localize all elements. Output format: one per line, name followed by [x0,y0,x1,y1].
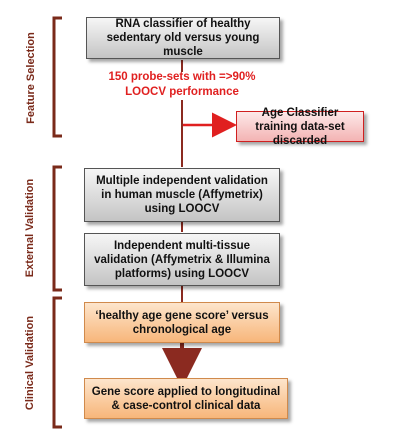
gene-score-applied-box: Gene score applied to longitudinal & cas… [84,378,288,419]
bracket-clinical-validation [52,296,62,429]
bracket-feature-selection [52,16,62,138]
age-classifier-discarded-box: Age Classifier training data-set discard… [236,107,364,147]
multi-tissue-validation-box: Independent multi-tissue validation (Aff… [84,233,280,286]
gene-score-box: ‘healthy age gene score’ versus chronolo… [84,302,280,343]
multiple-validation-box: Multiple independent validation in human… [84,168,280,222]
rna-classifier-box: RNA classifier of healthy sedentary old … [86,17,280,59]
probe-sets-label: 150 probe-sets with =>90% LOOCV performa… [108,71,256,98]
section-label-clinical-validation: Clinical Validation [24,315,36,411]
section-label-feature-selection: Feature Selection [25,32,37,124]
section-label-external-validation: External Validation [24,178,36,278]
bracket-external-validation [52,165,62,292]
